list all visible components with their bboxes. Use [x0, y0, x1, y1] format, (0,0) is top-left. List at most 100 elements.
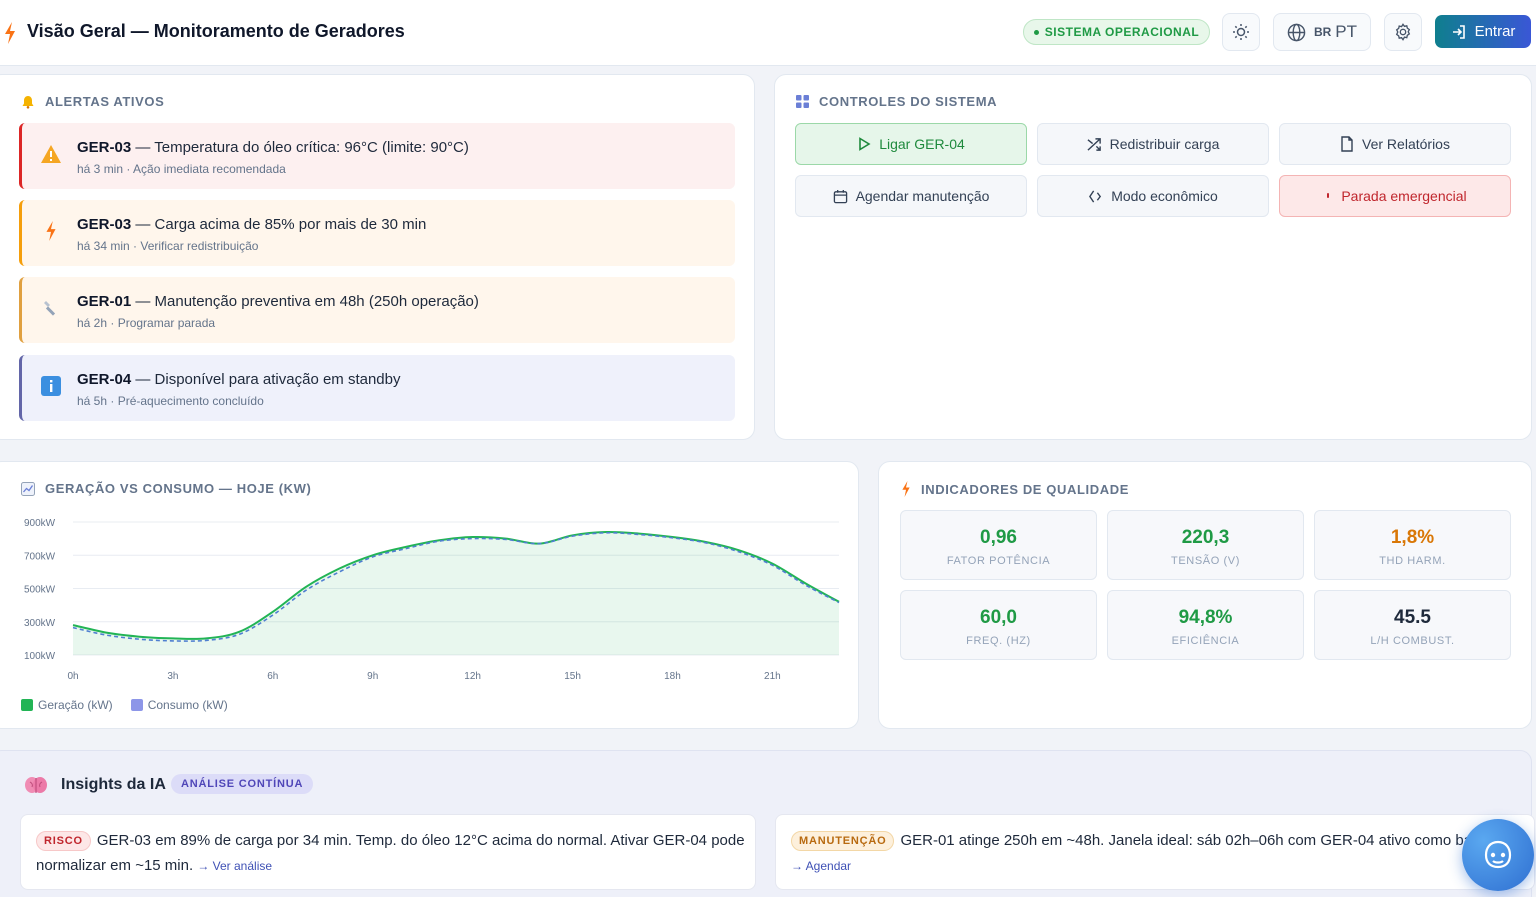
play-icon: [859, 137, 871, 151]
alerts-title-text: ALERTAS ATIVOS: [45, 94, 165, 109]
robot-icon: [1484, 840, 1512, 869]
warning-icon: [41, 145, 61, 163]
alert-generator-id: GER-03: [77, 216, 132, 233]
alert-meta: há 5h · Pré-aquecimento concluído: [77, 394, 264, 408]
x-tick-label: 18h: [664, 671, 681, 682]
status-dot-icon: [1033, 29, 1039, 35]
button-label: Agendar manutenção: [855, 188, 990, 204]
login-button[interactable]: Entrar: [1435, 15, 1531, 48]
alert-item[interactable]: GER-03 — Temperatura do óleo crítica: 96…: [19, 123, 735, 189]
settings-button[interactable]: [1384, 13, 1422, 51]
alert-message: — Carga acima de 85% por mais de 30 min: [131, 216, 427, 233]
metric-value: 0,96: [980, 527, 1017, 548]
metric-value: 220,3: [1181, 527, 1230, 548]
metric-power-factor: 0,96 FATOR POTÊNCIA: [900, 510, 1097, 580]
y-tick-label: 900kW: [24, 518, 56, 529]
metric-value: 94,8%: [1178, 607, 1233, 628]
gear-icon: [1395, 23, 1411, 41]
legend-swatch: [21, 699, 33, 711]
legend-swatch: [130, 699, 143, 711]
calendar-icon: [833, 189, 847, 203]
metric-value: 60,0: [980, 607, 1017, 628]
metric-value: 45.5: [1394, 607, 1431, 628]
bolt-icon: [46, 221, 56, 241]
alert-generator-id: GER-03: [77, 139, 132, 156]
schedule-maintenance-button[interactable]: Agendar manutenção: [795, 175, 1027, 217]
alerts-panel: ALERTAS ATIVOS GER-03 — Temperatura do ó…: [0, 74, 755, 440]
grid-icon: [796, 95, 809, 108]
legend-item-generation: Geração (kW): [21, 698, 113, 712]
bolt-icon: [902, 481, 910, 497]
schedule-link[interactable]: → Agendar: [791, 859, 852, 873]
globe-icon: [1287, 23, 1306, 41]
button-label: Modo econômico: [1111, 188, 1218, 204]
insight-tag: RISCO: [36, 831, 91, 851]
login-icon: [1452, 24, 1465, 39]
brain-icon: [25, 777, 47, 793]
metric-label: FREQ. (HZ): [966, 635, 1031, 647]
shuffle-icon: [1087, 137, 1101, 151]
button-label: Redistribuir carga: [1109, 136, 1220, 152]
ai-assistant-button[interactable]: [1462, 819, 1534, 891]
redistribute-load-button[interactable]: Redistribuir carga: [1037, 123, 1269, 165]
y-tick-label: 100kW: [24, 651, 56, 662]
legend-label: Consumo (kW): [147, 698, 228, 712]
alert-message: — Manutenção preventiva em 48h (250h ope…: [131, 293, 479, 310]
chart-panel: GERAÇÃO VS CONSUMO — HOJE (KW) 900kW 700k…: [0, 461, 859, 729]
chart-title: GERAÇÃO VS CONSUMO — HOJE (KW): [21, 481, 311, 496]
page-title: Visão Geral — Monitoramento de Geradores: [27, 21, 405, 41]
bell-icon: [22, 95, 34, 109]
metric-label: L/H COMBUST.: [1370, 635, 1455, 647]
language-button[interactable]: BR PT: [1273, 13, 1371, 51]
y-tick-label: 500kW: [24, 585, 56, 596]
metric-value: 1,8%: [1390, 527, 1435, 548]
wrench-icon: [44, 301, 56, 316]
alert-meta: há 2h · Programar parada: [77, 316, 216, 330]
metric-label: EFICIÊNCIA: [1171, 635, 1240, 647]
view-reports-button[interactable]: Ver Relatórios: [1279, 123, 1511, 165]
top-bar: Visão Geral — Monitoramento de Geradores…: [0, 0, 1536, 66]
x-tick-label: 9h: [367, 671, 378, 682]
eco-icon: [1089, 189, 1102, 203]
theme-toggle-button[interactable]: [1222, 13, 1260, 51]
document-icon: [1341, 136, 1353, 152]
login-label: Entrar: [1474, 23, 1516, 40]
alert-item[interactable]: GER-03 — Carga acima de 85% por mais de …: [19, 200, 735, 266]
insight-text: GER-01 atinge 250h em ~48h. Janela ideal…: [900, 832, 1508, 849]
alert-item[interactable]: GER-01 — Manutenção preventiva em 48h (2…: [19, 277, 735, 343]
language-flag: BR: [1313, 25, 1332, 39]
status-badge: SISTEMA OPERACIONAL: [1023, 19, 1210, 45]
metric-fuel-consumption: 45.5 L/H COMBUST.: [1314, 590, 1511, 660]
alert-item[interactable]: GER-04 — Disponível para ativação em sta…: [19, 355, 735, 421]
alert-generator-id: GER-01: [77, 293, 132, 310]
eco-mode-button[interactable]: Modo econômico: [1037, 175, 1269, 217]
controls-title-text: CONTROLES DO SISTEMA: [819, 94, 998, 109]
y-tick-label: 700kW: [24, 551, 56, 562]
insights-badge: ANÁLISE CONTÍNUA: [171, 774, 314, 794]
emergency-stop-button[interactable]: Parada emergencial: [1279, 175, 1511, 217]
x-tick-label: 21h: [764, 671, 781, 682]
start-ger04-button[interactable]: Ligar GER-04: [795, 123, 1027, 165]
alert-meta: há 3 min · Ação imediata recomendada: [77, 162, 286, 176]
insight-tag: MANUTENÇÃO: [791, 831, 895, 851]
metric-label: TENSÃO (V): [1171, 555, 1240, 567]
alert-message: — Temperatura do óleo crítica: 96°C (lim…: [131, 139, 469, 156]
quality-title-text: INDICADORES DE QUALIDADE: [921, 481, 1129, 497]
legend-label: Geração (kW): [38, 698, 113, 712]
button-label: Ligar GER-04: [879, 136, 965, 152]
generation-area: [73, 531, 839, 655]
chart-icon: [21, 481, 35, 496]
stop-icon: [1327, 193, 1330, 198]
metric-label: FATOR POTÊNCIA: [946, 555, 1051, 567]
alert-message: — Disponível para ativação em standby: [131, 371, 401, 388]
view-analysis-link[interactable]: → Ver análise: [197, 859, 273, 873]
alerts-title: ALERTAS ATIVOS: [21, 94, 164, 109]
metric-thd: 1,8% THD HARM.: [1314, 510, 1511, 580]
x-tick-label: 3h: [167, 671, 178, 682]
metric-frequency: 60,0 FREQ. (HZ): [900, 590, 1097, 660]
status-label: SISTEMA OPERACIONAL: [1044, 25, 1200, 39]
consumption-series-line: [72, 531, 840, 642]
metric-efficiency: 94,8% EFICIÊNCIA: [1107, 590, 1304, 660]
metric-voltage: 220,3 TENSÃO (V): [1107, 510, 1304, 580]
insights-title: Insights da IA: [61, 776, 166, 793]
